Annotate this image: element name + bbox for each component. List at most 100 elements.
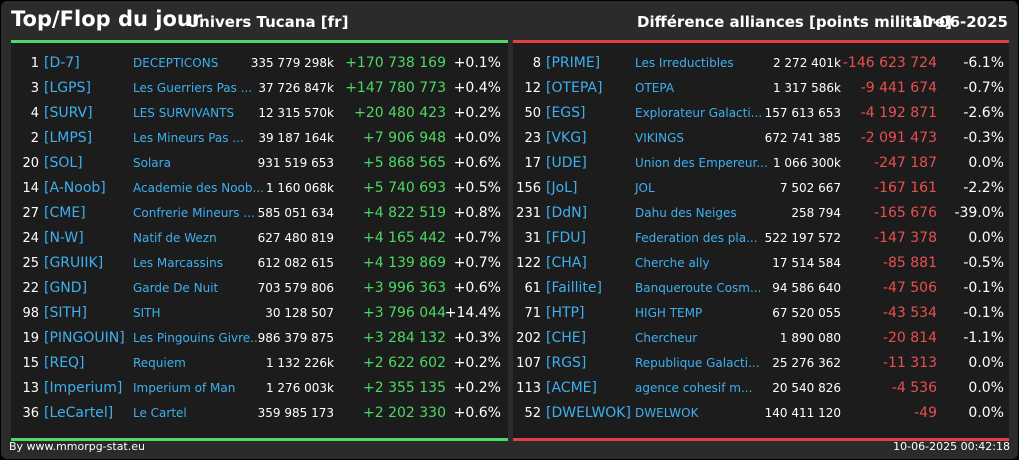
alliance-tag-link[interactable]: [LGPS] [44,80,91,96]
alliance-tag-link[interactable]: [ACME] [546,380,597,396]
percent-change: +0.4% [453,80,501,96]
alliance-name-link[interactable]: Confrerie Mineurs ... [133,206,255,220]
alliance-name-link[interactable]: SITH [133,306,161,320]
alliance-name-link[interactable]: JOL [635,181,655,195]
alliance-tag-link[interactable]: [RGS] [546,355,587,371]
alliance-points: 2 272 401k [772,56,841,70]
percent-change: 0.0% [968,355,1004,371]
flop-row: 31 [FDU] Federation des pla... 522 197 572 -… [513,226,1009,251]
alliance-tag-link[interactable]: [N-W] [44,230,84,246]
alliance-tag-link[interactable]: [HTP] [546,305,585,321]
points-difference: +3 284 132 [363,330,446,346]
alliance-tag-link[interactable]: [OTEPA] [546,80,603,96]
alliance-name-link[interactable]: Les Mineurs Pas ... [133,131,244,145]
points-difference: +2 622 602 [363,355,446,371]
alliance-tag-link[interactable]: [Faillite] [546,280,602,296]
points-difference: +5 740 693 [363,180,446,196]
alliance-points: 30 128 507 [265,306,334,320]
alliance-name-link[interactable]: Les Guerriers Pas ... [133,81,253,95]
points-difference: +3 996 363 [363,280,446,296]
alliance-name-link[interactable]: Les Irreductibles [635,56,734,70]
alliance-name-link[interactable]: HIGH TEMP [635,306,703,320]
alliance-name-link[interactable]: Banqueroute Cosm... [635,281,762,295]
alliance-points: 672 741 385 [764,131,841,145]
alliance-tag-link[interactable]: [REQ] [44,355,85,371]
percent-change: -2.6% [963,105,1004,121]
alliance-rank: 113 [516,381,541,396]
alliance-tag-link[interactable]: [A-Noob] [44,180,106,196]
alliance-tag-link[interactable]: [GND] [44,280,88,296]
points-difference: +3 796 044 [363,305,446,321]
alliance-name-link[interactable]: Union des Empereur... [635,156,768,170]
source-credit: By www.mmorpg-stat.eu [9,440,145,453]
alliance-tag-link[interactable]: [D-7] [44,55,80,71]
percent-change: +0.6% [453,155,501,171]
alliance-rank: 2 [30,131,39,146]
points-difference: +4 822 519 [363,205,446,221]
alliance-rank: 15 [22,356,39,371]
alliance-name-link[interactable]: Republique Galacti... [635,356,760,370]
top-row: 19 [PINGOUIN] Les Pingouins Givre... 986 37… [11,326,508,351]
alliance-tag-link[interactable]: [UDE] [546,155,587,171]
alliance-name-link[interactable]: DWELWOK [635,406,699,420]
alliance-name-link[interactable]: Le Cartel [133,406,187,420]
alliance-tag-link[interactable]: [SOL] [44,155,83,171]
alliance-points: 627 480 819 [257,231,334,245]
alliance-name-link[interactable]: LES SURVIVANTS [133,106,235,120]
alliance-name-link[interactable]: OTEPA [635,81,675,95]
alliance-tag-link[interactable]: [SURV] [44,105,93,121]
alliance-tag-link[interactable]: [GRUIIK] [44,255,104,271]
alliance-rank: 122 [516,256,541,271]
alliance-name-link[interactable]: Les Marcassins [133,256,223,270]
alliance-tag-link[interactable]: [JoL] [546,180,578,196]
alliance-tag-link[interactable]: [PRIME] [546,55,601,71]
flop-row: 50 [EGS] Explorateur Galacti... 157 613 653… [513,101,1009,126]
alliance-name-link[interactable]: Federation des pla... [635,231,758,245]
alliance-name-link[interactable]: Cherche ally [635,256,710,270]
alliance-name-link[interactable]: Garde De Nuit [133,281,219,295]
top-row: 4 [SURV] LES SURVIVANTS 12 315 570k +20 480 … [11,101,508,126]
alliance-tag-link[interactable]: [CME] [44,205,86,221]
alliance-points: 7 502 667 [779,181,841,195]
alliance-tag-link[interactable]: [SITH] [44,305,88,321]
flop-row: 8 [PRIME] Les Irreductibles 2 272 401k -146 … [513,51,1009,76]
alliance-tag-link[interactable]: [Imperium] [44,380,123,396]
alliance-name-link[interactable]: Natif de Wezn [133,231,217,245]
alliance-tag-link[interactable]: [DdN] [546,205,588,221]
alliance-tag-link[interactable]: [EGS] [546,105,586,121]
alliance-points: 1 276 003k [265,381,334,395]
alliance-name-link[interactable]: Explorateur Galacti... [635,106,763,120]
alliance-name-link[interactable]: Solara [133,156,171,170]
alliance-rank: 19 [22,331,39,346]
percent-change: +0.7% [453,255,501,271]
alliance-name-link[interactable]: Academie des Noob... [133,181,264,195]
alliance-tag-link[interactable]: [DWELWOK] [546,405,631,421]
top-row: 24 [N-W] Natif de Wezn 627 480 819 +4 165 44… [11,226,508,251]
alliance-tag-link[interactable]: [CHA] [546,255,587,271]
alliance-name-link[interactable]: VIKINGS [635,131,685,145]
alliance-tag-link[interactable]: [LeCartel] [44,405,114,421]
alliance-points: 1 160 068k [265,181,334,195]
flop-row: 156 [JoL] JOL 7 502 667 -167 161 -2.2% [513,176,1009,201]
percent-change: -1.1% [963,330,1004,346]
points-difference: -167 161 [874,180,937,196]
percent-change: +0.2% [453,380,501,396]
alliance-name-link[interactable]: DECEPTICONS [133,56,219,70]
alliance-name-link[interactable]: Les Pingouins Givre... [133,331,262,345]
percent-change: -39.0% [954,205,1004,221]
alliance-name-link[interactable]: Chercheur [635,331,698,345]
alliance-tag-link[interactable]: [PINGOUIN] [44,330,125,346]
top-row: 2 [LMPS] Les Mineurs Pas ... 39 187 164k +7 … [11,126,508,151]
alliance-points: 20 540 826 [772,381,841,395]
alliance-name-link[interactable]: agence cohesif m... [635,381,753,395]
alliance-tag-link[interactable]: [LMPS] [44,130,93,146]
alliance-name-link[interactable]: Dahu des Neiges [635,206,737,220]
alliance-name-link[interactable]: Imperium of Man [133,381,236,395]
alliance-name-link[interactable]: Requiem [133,356,186,370]
alliance-tag-link[interactable]: [CHE] [546,330,587,346]
points-difference: +4 139 869 [363,255,446,271]
points-difference: +4 165 442 [363,230,446,246]
alliance-points: 522 197 572 [764,231,841,245]
alliance-tag-link[interactable]: [VKG] [546,130,587,146]
alliance-tag-link[interactable]: [FDU] [546,230,587,246]
